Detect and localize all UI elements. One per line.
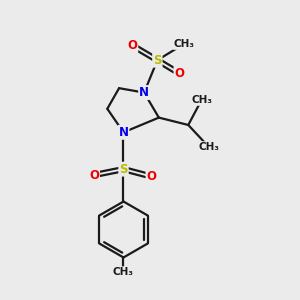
Text: N: N <box>139 86 149 99</box>
Text: O: O <box>89 169 99 182</box>
Text: N: N <box>118 126 128 139</box>
Text: S: S <box>119 163 128 176</box>
Text: O: O <box>174 67 184 80</box>
Text: S: S <box>153 54 162 67</box>
Text: CH₃: CH₃ <box>173 39 194 49</box>
Text: CH₃: CH₃ <box>113 267 134 277</box>
Text: O: O <box>146 170 157 183</box>
Text: O: O <box>127 39 137 52</box>
Text: CH₃: CH₃ <box>191 95 212 105</box>
Text: CH₃: CH₃ <box>198 142 219 152</box>
